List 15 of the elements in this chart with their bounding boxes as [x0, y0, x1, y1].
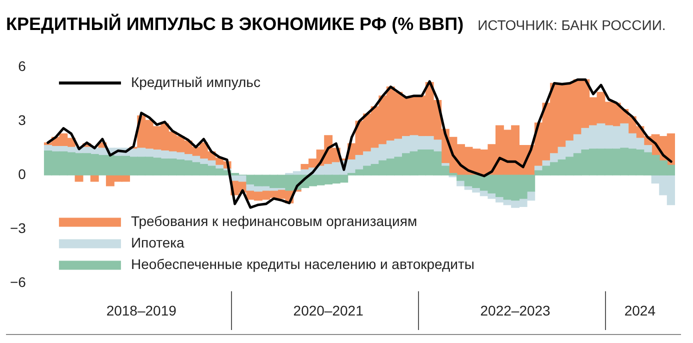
y-tick-label: 6: [18, 58, 26, 74]
y-tick-label: 3: [18, 112, 26, 128]
y-tick-label: −6: [10, 274, 26, 290]
y-tick-label: 0: [18, 166, 26, 182]
legend-label: Кредитный импульс: [130, 74, 260, 90]
x-tick-label: 2018–2019: [106, 302, 177, 318]
legend-label: Ипотека: [130, 234, 185, 251]
x-tick-label: 2022–2023: [480, 302, 551, 318]
x-tick-label: 2024: [624, 302, 656, 318]
legend-label: Необеспеченные кредиты населению и автокредиты: [130, 256, 474, 272]
chart-subtitle: ИСТОЧНИК: БАНК РОССИИ.: [478, 17, 666, 33]
chart-title: КРЕДИТНЫЙ ИМПУЛЬС В ЭКОНОМИКЕ РФ (% ВВП): [6, 14, 464, 35]
x-tick-label: 2020–2021: [293, 302, 364, 318]
y-tick-label: −3: [10, 220, 26, 236]
legend-label: Требования к нефинансовым организациям: [130, 213, 418, 230]
